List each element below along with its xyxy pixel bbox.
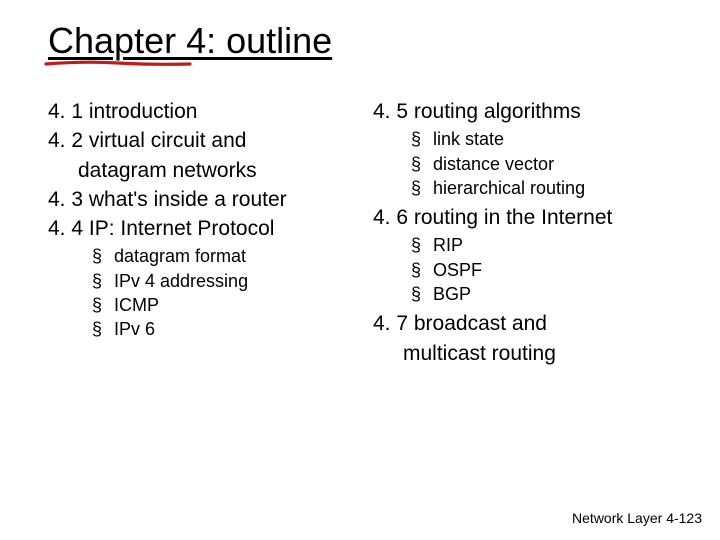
red-underline-accent [44,60,192,68]
sub-item: link state [373,127,672,151]
sub-item: OSPF [373,258,672,282]
left-column: 4. 1 introduction 4. 2 virtual circuit a… [48,98,347,369]
section-4-7-line1: 4. 7 broadcast and [373,310,672,337]
slide-title: Chapter 4: outline [48,20,332,62]
slide: Chapter 4: outline 4. 1 introduction 4. … [0,0,720,540]
sub-item: datagram format [48,244,347,268]
section-4-5-sublist: link state distance vector hierarchical … [373,127,672,200]
sub-item: hierarchical routing [373,176,672,200]
sub-item: distance vector [373,152,672,176]
footer-label: Network Layer [572,510,662,526]
section-4-4-sublist: datagram format IPv 4 addressing ICMP IP… [48,244,347,341]
sub-item: BGP [373,282,672,306]
content-columns: 4. 1 introduction 4. 2 virtual circuit a… [48,98,672,369]
sub-item: IPv 6 [48,317,347,341]
sub-item: RIP [373,233,672,257]
footer-page: 4-123 [666,510,702,526]
section-4-5: 4. 5 routing algorithms [373,98,672,125]
sub-item: ICMP [48,293,347,317]
section-4-2-line2: datagram networks [48,157,347,184]
section-4-4: 4. 4 IP: Internet Protocol [48,215,347,242]
slide-footer: Network Layer 4-123 [572,510,702,526]
title-wrap: Chapter 4: outline [48,20,332,62]
section-4-2-line1: 4. 2 virtual circuit and [48,127,347,154]
section-4-3: 4. 3 what's inside a router [48,186,347,213]
section-4-6: 4. 6 routing in the Internet [373,204,672,231]
right-column: 4. 5 routing algorithms link state dista… [373,98,672,369]
section-4-6-sublist: RIP OSPF BGP [373,233,672,306]
section-4-1: 4. 1 introduction [48,98,347,125]
sub-item: IPv 4 addressing [48,269,347,293]
section-4-7-line2: multicast routing [373,340,672,367]
